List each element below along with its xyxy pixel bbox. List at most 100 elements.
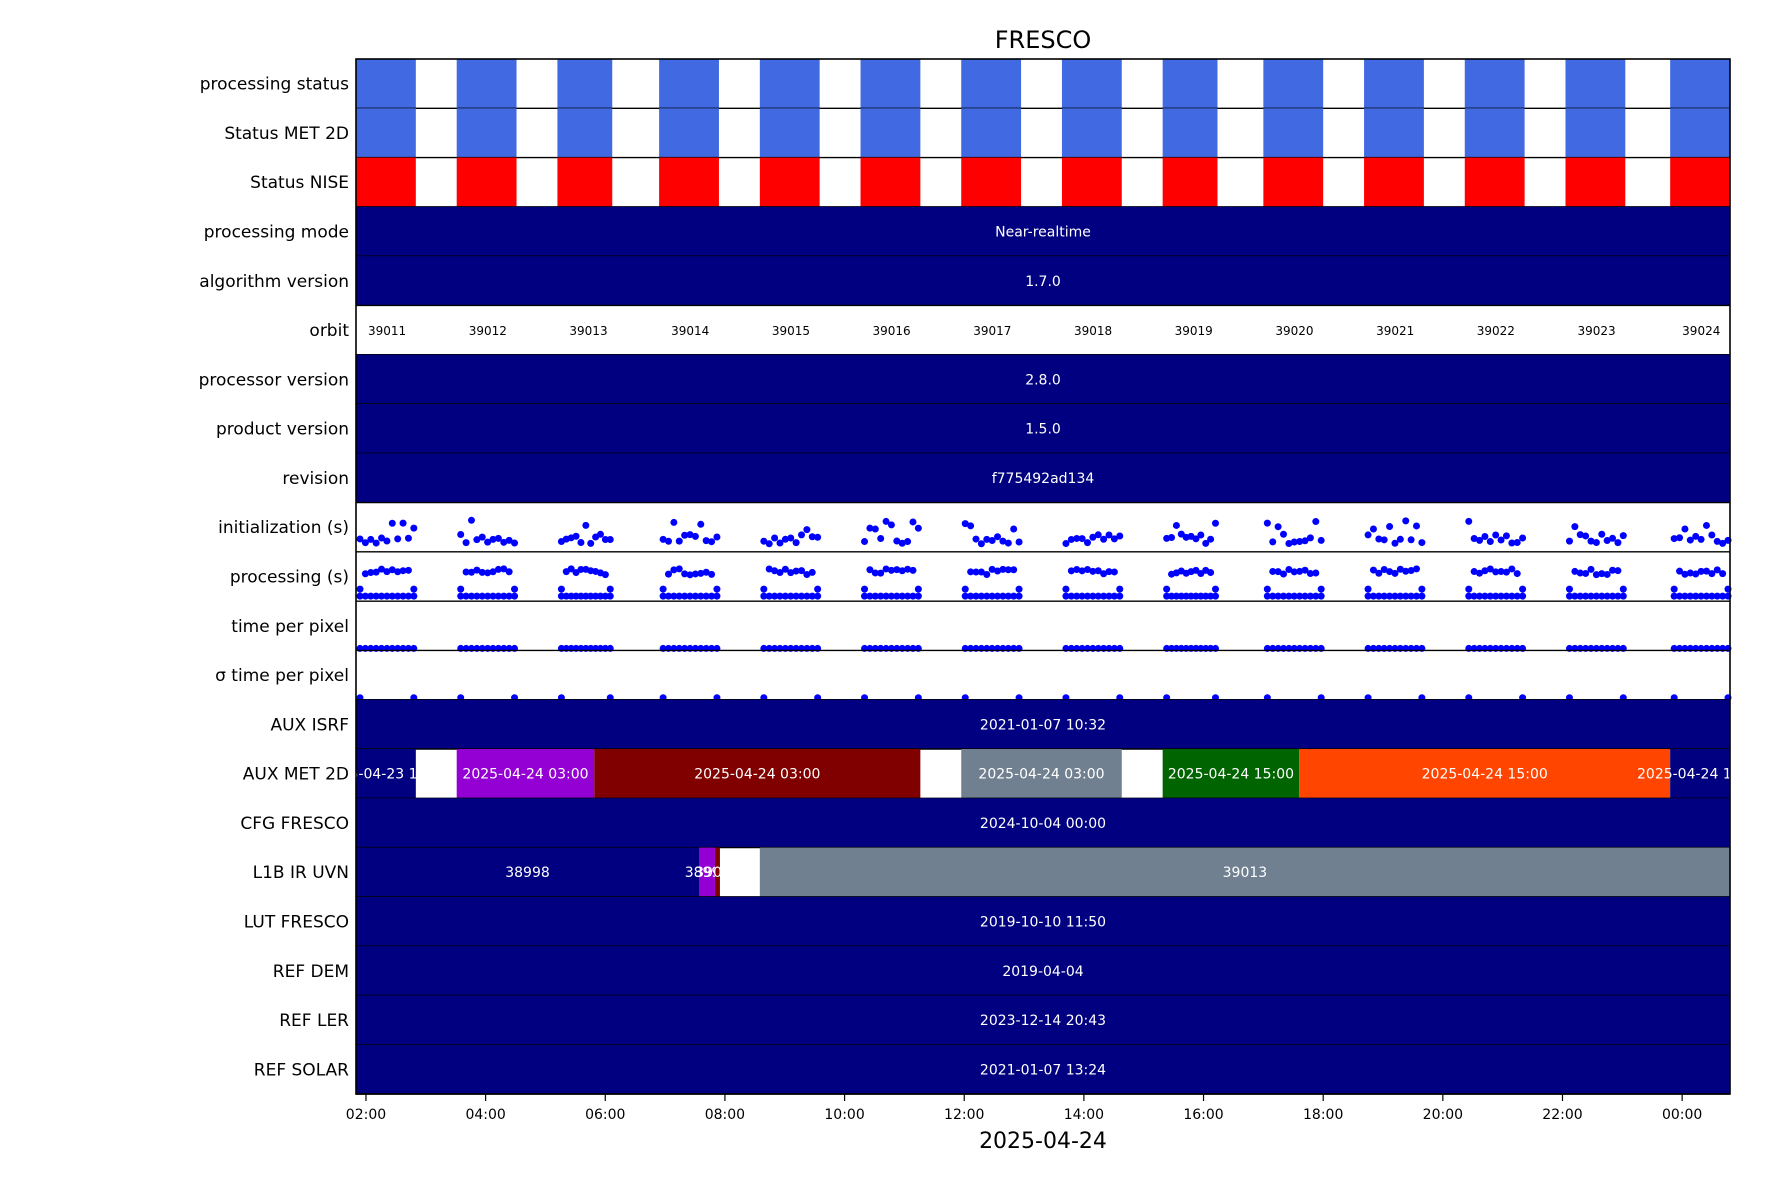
data-point bbox=[803, 526, 811, 534]
data-point bbox=[765, 565, 773, 573]
data-point bbox=[787, 534, 795, 542]
data-point bbox=[505, 592, 513, 600]
data-point bbox=[1598, 530, 1606, 538]
data-point bbox=[776, 539, 784, 547]
data-point bbox=[404, 566, 412, 574]
data-point bbox=[972, 592, 980, 600]
data-point bbox=[1681, 570, 1689, 578]
data-point bbox=[1492, 531, 1500, 539]
data-point bbox=[1619, 585, 1627, 593]
data-point bbox=[1010, 525, 1018, 533]
data-point bbox=[462, 592, 470, 600]
data-point bbox=[1418, 585, 1426, 593]
data-point bbox=[1407, 592, 1415, 600]
data-point bbox=[410, 524, 418, 532]
data-point bbox=[691, 592, 699, 600]
data-point bbox=[1211, 519, 1219, 527]
data-point bbox=[713, 533, 721, 541]
data-point bbox=[1497, 568, 1505, 576]
data-point bbox=[1576, 569, 1584, 577]
data-point bbox=[1089, 567, 1097, 575]
data-point bbox=[1380, 565, 1388, 573]
status-bar bbox=[1061, 157, 1122, 207]
segment-label: 2025-04-24 15:00 bbox=[1637, 767, 1763, 783]
data-point bbox=[410, 585, 418, 593]
data-point bbox=[1375, 569, 1383, 577]
data-point bbox=[1519, 592, 1527, 600]
status-bar bbox=[759, 157, 820, 207]
segment-bar bbox=[356, 256, 1730, 306]
data-point bbox=[1083, 592, 1091, 600]
orbit-label: 39011 bbox=[368, 324, 406, 338]
data-point bbox=[1587, 592, 1595, 600]
status-bar bbox=[456, 59, 517, 109]
data-point bbox=[372, 568, 380, 576]
data-point bbox=[1476, 592, 1484, 600]
status-bar bbox=[1565, 59, 1626, 109]
data-point bbox=[489, 568, 497, 576]
data-point bbox=[1296, 592, 1304, 600]
data-point bbox=[1015, 538, 1023, 546]
data-point bbox=[1364, 531, 1372, 539]
data-point bbox=[478, 568, 486, 576]
data-point bbox=[494, 534, 502, 542]
data-point bbox=[1163, 592, 1171, 600]
data-point bbox=[1207, 592, 1215, 600]
data-point bbox=[1519, 585, 1527, 593]
data-point bbox=[1697, 535, 1705, 543]
data-point bbox=[702, 592, 710, 600]
data-point bbox=[713, 592, 721, 600]
row-label: processing (s) bbox=[230, 568, 349, 588]
data-point bbox=[505, 536, 513, 544]
data-point bbox=[484, 569, 492, 577]
data-point bbox=[691, 570, 699, 578]
data-point bbox=[1263, 585, 1271, 593]
row-label: processing status bbox=[200, 75, 349, 95]
data-point bbox=[601, 571, 609, 579]
data-point bbox=[467, 568, 475, 576]
data-point bbox=[1089, 592, 1097, 600]
data-point bbox=[1502, 532, 1510, 540]
data-point bbox=[367, 535, 375, 543]
data-point bbox=[914, 585, 922, 593]
row-label: Status MET 2D bbox=[224, 124, 349, 144]
orbit-label: 39016 bbox=[873, 324, 911, 338]
data-point bbox=[484, 538, 492, 546]
data-point bbox=[562, 592, 570, 600]
segment-label: 2025-04-24 03:00 bbox=[978, 767, 1104, 783]
data-point bbox=[670, 566, 678, 574]
data-point bbox=[893, 566, 901, 574]
data-point bbox=[511, 539, 519, 547]
x-tick-label: 06:00 bbox=[585, 1107, 625, 1123]
data-point bbox=[467, 516, 475, 524]
data-point bbox=[1582, 532, 1590, 540]
data-point bbox=[394, 535, 402, 543]
data-point bbox=[1592, 592, 1600, 600]
data-point bbox=[1116, 585, 1124, 593]
row-label: initialization (s) bbox=[218, 518, 349, 538]
segment-bar bbox=[961, 749, 1122, 799]
data-point bbox=[1269, 592, 1277, 600]
data-point bbox=[665, 537, 673, 545]
status-bar bbox=[1670, 108, 1730, 158]
data-point bbox=[587, 539, 595, 547]
data-point bbox=[1396, 592, 1404, 600]
status-bar bbox=[356, 59, 416, 109]
segment-bar bbox=[356, 354, 1730, 404]
data-point bbox=[1067, 592, 1075, 600]
data-point bbox=[1407, 567, 1415, 575]
data-point bbox=[1207, 535, 1215, 543]
data-point bbox=[1592, 539, 1600, 547]
data-point bbox=[1476, 569, 1484, 577]
segment-label: 38998 bbox=[505, 865, 550, 881]
data-point bbox=[994, 567, 1002, 575]
segment-bar bbox=[1299, 749, 1671, 799]
data-point bbox=[967, 568, 975, 576]
data-point bbox=[572, 592, 580, 600]
orbit-label: 39022 bbox=[1477, 324, 1515, 338]
data-point bbox=[792, 592, 800, 600]
status-bar bbox=[1162, 59, 1218, 109]
data-point bbox=[1465, 517, 1473, 525]
data-point bbox=[1172, 592, 1180, 600]
